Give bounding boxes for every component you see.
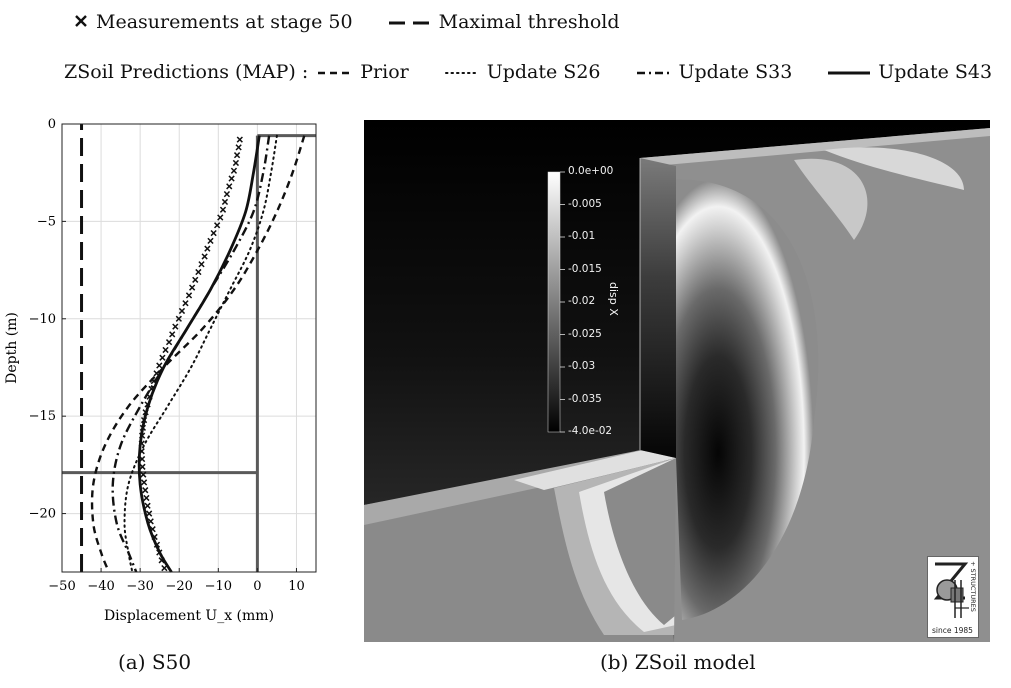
colorbar-tick-label: -0.02 <box>568 295 596 307</box>
measurement-point <box>146 510 153 517</box>
measurement-point <box>178 307 186 315</box>
colorbar-tick-label: 0.0e+00 <box>568 165 614 177</box>
measurement-point <box>230 167 238 174</box>
measurement-point <box>223 190 231 198</box>
measurement-point <box>175 315 182 322</box>
model-contour-image <box>364 120 990 642</box>
measurement-point <box>232 159 240 167</box>
chart-grid <box>61 123 316 572</box>
measurement-point <box>182 300 189 307</box>
measurement-point <box>219 206 227 213</box>
zsoil-logo-mark <box>933 562 969 618</box>
chart-ticks: −50 −40 −30 −20 −10 0 10 0 −5 −10 −15 −20 <box>29 117 305 594</box>
measurement-point <box>140 479 148 486</box>
chart-reference-lines <box>62 124 316 572</box>
zsoil-logo: + STRUCTURES since 1985 <box>927 556 979 638</box>
measurement-point <box>185 292 193 299</box>
displacement-chart: −50 −40 −30 −20 −10 0 10 0 −5 −10 −15 −20 Displacem… <box>4 117 317 624</box>
x-tick-label: −50 <box>48 579 75 594</box>
series-line-prior <box>90 135 306 573</box>
logo-side-text: + STRUCTURES <box>969 561 977 612</box>
measurement-point <box>195 268 202 276</box>
caption-a: (a) S50 <box>118 650 192 674</box>
x-tick-label: −40 <box>87 579 114 594</box>
colorbar-tick-label: -0.035 <box>568 392 602 405</box>
measurement-point <box>188 284 196 291</box>
colorbar-tick-label: -0.025 <box>568 327 602 340</box>
plot-frame <box>61 123 317 573</box>
measurement-point <box>165 339 173 346</box>
y-tick-label: 0 <box>48 117 56 132</box>
measurement-point <box>162 346 169 354</box>
legend-row-2: ZSoil Predictions (MAP) : Prior Update S… <box>64 58 992 86</box>
colorbar-title: disp X <box>607 282 620 316</box>
legend-solid-symbol <box>828 61 871 83</box>
measurement-point <box>140 471 147 478</box>
y-tick-label: −15 <box>29 409 56 424</box>
legend-label-s26: Update S26 <box>486 61 601 83</box>
y-tick-label: −20 <box>29 507 56 522</box>
series-line-update-s33 <box>111 135 271 573</box>
x-axis-label: Displacement U_x (mm) <box>104 608 274 624</box>
measurement-point <box>210 229 217 237</box>
zsoil-model-render: 0.0e+00 -0.005 -0.01 -0.015 -0.02 -0.025 -0.03… <box>364 120 990 642</box>
chart-series <box>90 134 306 573</box>
legend-row-1: Measurements at stage 50 Maximal thresho… <box>64 8 620 36</box>
legend-dash-dot-symbol <box>636 61 671 83</box>
measurement-point <box>204 245 211 252</box>
series-line-update-s26 <box>123 134 278 573</box>
colorbar-tick-label: -4.0e-02 <box>568 425 613 437</box>
colorbar-tick-label: -0.01 <box>568 230 596 242</box>
legend-cross-symbol <box>74 11 88 33</box>
measurement-point <box>169 331 176 338</box>
measurement-point <box>192 276 199 283</box>
x-tick-label: 0 <box>253 579 261 594</box>
legend-prefix: ZSoil Predictions (MAP) : <box>64 61 309 83</box>
measurement-point <box>143 494 150 502</box>
series-line-update-s43 <box>137 135 261 573</box>
x-tick-label: −20 <box>166 579 193 594</box>
legend-dotted-symbol <box>444 61 480 83</box>
measurement-point <box>156 362 163 369</box>
measurement-point <box>217 214 224 221</box>
measurement-point <box>142 487 149 494</box>
logo-since-text: since 1985 <box>932 626 973 635</box>
x-tick-label: −10 <box>205 579 232 594</box>
measurement-point <box>226 183 233 190</box>
measurement-point <box>221 198 229 206</box>
legend-label-s43: Update S43 <box>878 61 993 83</box>
colorbar-tick-label: -0.005 <box>568 197 602 210</box>
measurement-point <box>236 136 243 143</box>
measurement-point <box>233 152 241 159</box>
measurement-point <box>198 261 205 268</box>
measurement-point <box>201 253 208 260</box>
measurement-point <box>172 323 179 330</box>
x-tick-label: −30 <box>126 579 153 594</box>
y-axis-label: Depth (m) <box>4 312 20 384</box>
measurement-point <box>207 237 214 244</box>
y-tick-label: −5 <box>37 214 56 229</box>
legend-label-prior: Prior <box>360 61 409 83</box>
legend-long-dash-symbol <box>388 11 431 33</box>
legend-label-s33: Update S33 <box>678 61 793 83</box>
y-tick-label: −10 <box>29 312 56 327</box>
measurement-point <box>139 463 146 470</box>
caption-b: (b) ZSoil model <box>600 650 756 674</box>
measurement-point <box>228 175 235 182</box>
x-tick-label: 10 <box>288 579 305 594</box>
colorbar-tick-label: -0.015 <box>568 262 602 275</box>
measurement-point <box>159 354 166 361</box>
legend-label-threshold: Maximal threshold <box>438 11 620 33</box>
measurement-point <box>214 222 221 229</box>
legend-label-measurements: Measurements at stage 50 <box>96 11 353 33</box>
measurement-point <box>144 502 151 509</box>
legend-dashed-symbol <box>318 61 353 83</box>
colorbar-tick-label: -0.03 <box>568 360 596 372</box>
measurement-point <box>235 144 242 151</box>
